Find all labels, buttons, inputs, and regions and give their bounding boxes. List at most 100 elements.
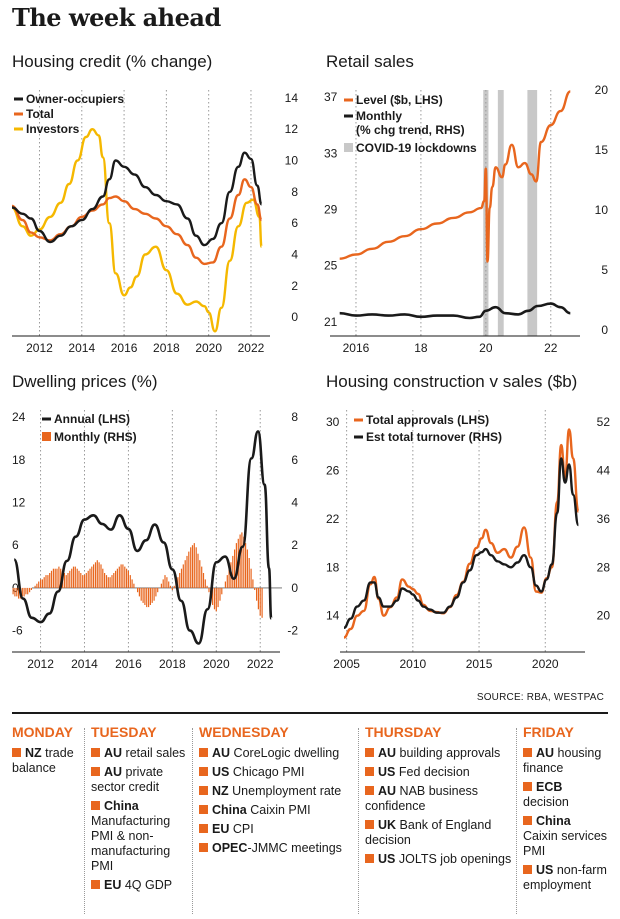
dwelling-monthly-bar — [54, 568, 56, 588]
schedule-event: AU retail sales — [91, 746, 191, 761]
retail-y-left-tick-label: 29 — [324, 202, 338, 216]
housing-x-tick-label: 2012 — [26, 341, 53, 355]
construction-legend-turnover: Est total turnover (RHS) — [366, 430, 502, 444]
construction-y-left-tick-label: 22 — [326, 512, 340, 526]
dwelling-y-right-tick-label: 2 — [291, 538, 298, 552]
schedule-day-thursday: THURSDAY AU building approvals US Fed de… — [365, 724, 515, 871]
retail-y-right-tick-label: 10 — [595, 203, 609, 217]
dwelling-y-right-tick-label: 8 — [291, 410, 298, 424]
construction-y-left-tick-label: 18 — [326, 560, 340, 574]
dwelling-monthly-bar — [235, 543, 237, 588]
charts-canvas: 2012 2014 2016 2018 2020 202202468101214Owner… — [11, 83, 611, 671]
schedule-day-wednesday: WEDNESDAY AU CoreLogic dwelling US Chica… — [199, 724, 359, 860]
schedule-event: China Manufacturing PMI & non-manufactur… — [91, 799, 171, 873]
housing-legend-investors: Investors — [26, 122, 80, 136]
construction-y-left-tick-label: 30 — [326, 415, 340, 429]
dwelling-monthly-bar — [252, 579, 254, 588]
dwelling-monthly-bar — [151, 587, 153, 603]
dwelling-monthly-bar — [129, 575, 131, 588]
dwelling-monthly-bar — [76, 568, 78, 588]
construction-x-tick-label: 2005 — [333, 657, 360, 671]
dwelling-x-tick-label: 2018 — [159, 657, 186, 671]
dwelling-monthly-bar — [199, 560, 201, 588]
retail-series-level — [339, 90, 571, 263]
dwelling-monthly-bar — [133, 583, 135, 588]
housing-series-investors — [11, 127, 263, 333]
retail-legend-level: Level ($b, LHS) — [356, 93, 443, 107]
schedule-event: US JOLTS job openings — [365, 852, 515, 867]
dwelling-monthly-bar — [113, 573, 115, 588]
schedule-event: EU 4Q GDP — [91, 878, 191, 893]
housing-y-tick-label: 0 — [291, 310, 298, 324]
dwelling-monthly-bar — [169, 585, 172, 588]
dwelling-monthly-bar — [85, 573, 87, 588]
housing-y-tick-label: 6 — [291, 216, 298, 230]
day-name: TUESDAY — [91, 724, 157, 740]
retail-chart-title: Retail sales — [326, 52, 414, 71]
dwelling-monthly-bar — [71, 568, 73, 588]
dwelling-monthly-bar — [29, 587, 31, 593]
construction-y-right-tick-label: 44 — [597, 464, 611, 478]
dwelling-monthly-bar — [212, 587, 214, 605]
dwelling-monthly-bar — [208, 587, 210, 593]
dwelling-monthly-bar — [246, 549, 248, 588]
retail-y-right-tick-label: 0 — [601, 323, 608, 337]
construction-series-approvals — [343, 428, 580, 639]
dwelling-y-right-tick-label: 6 — [291, 453, 298, 467]
dwelling-monthly-bar — [195, 547, 197, 588]
dwelling-monthly-bar — [14, 587, 16, 597]
dwelling-monthly-bar — [104, 573, 106, 588]
construction-x-tick-label: 2015 — [466, 657, 493, 671]
dwelling-monthly-bar — [228, 568, 230, 588]
dwelling-monthly-bar — [180, 568, 183, 588]
housing-y-tick-label: 12 — [285, 122, 299, 136]
dwelling-legend-monthly: Monthly (RHS) — [54, 430, 137, 444]
dwelling-monthly-bar — [12, 587, 14, 595]
dwelling-monthly-bar — [82, 575, 84, 588]
dwelling-legend-monthly-swatch — [42, 432, 51, 441]
dwelling-monthly-bar — [126, 568, 128, 588]
dwelling-monthly-bar — [148, 587, 150, 608]
dwelling-monthly-bar — [146, 587, 148, 608]
bullet-square-icon — [91, 880, 100, 889]
dwelling-x-tick-label: 2012 — [27, 657, 54, 671]
dwelling-y-left-tick-label: 12 — [12, 496, 26, 510]
dwelling-monthly-bar — [111, 575, 113, 588]
dwelling-monthly-bar — [47, 575, 49, 588]
bullet-square-icon — [365, 767, 374, 776]
schedule-event: ECB decision — [523, 780, 569, 809]
dwelling-monthly-bar — [124, 566, 126, 588]
dwelling-monthly-bar — [215, 587, 217, 612]
dwelling-monthly-bar — [38, 581, 40, 588]
dwelling-monthly-bar — [131, 579, 133, 588]
housing-y-tick-label: 2 — [291, 279, 298, 293]
construction-x-tick-label: 2010 — [399, 657, 426, 671]
dwelling-monthly-bar — [49, 573, 51, 588]
dwelling-monthly-bar — [100, 564, 102, 588]
dwelling-monthly-bar — [239, 534, 241, 588]
dwelling-monthly-bar — [202, 573, 205, 588]
construction-chart-title: Housing construction v sales ($b) — [326, 372, 578, 391]
dwelling-monthly-bar — [171, 587, 173, 590]
dwelling-monthly-bar — [115, 570, 117, 588]
dwelling-monthly-bar — [197, 553, 199, 588]
housing-x-tick-label: 2020 — [195, 341, 222, 355]
schedule-event: US non-farm employment — [523, 863, 607, 892]
dwelling-x-tick-label: 2022 — [247, 657, 274, 671]
retail-legend-lockdowns-swatch — [344, 143, 353, 152]
dwelling-monthly-bar — [191, 545, 194, 588]
housing-y-tick-label: 4 — [291, 248, 298, 262]
dwelling-series-annual — [12, 430, 273, 645]
dwelling-monthly-bar — [201, 566, 203, 588]
dwelling-monthly-bar — [43, 577, 45, 588]
bullet-square-icon — [523, 782, 532, 791]
construction-y-left-tick-label: 14 — [326, 609, 340, 623]
schedule-event: OPEC-JMMC meetings — [199, 841, 359, 856]
dwelling-monthly-bar — [157, 587, 159, 593]
schedule-event: US Chicago PMI — [199, 765, 359, 780]
dwelling-monthly-bar — [160, 583, 162, 588]
construction-y-right-tick-label: 36 — [597, 512, 611, 526]
dwelling-monthly-bar — [98, 562, 100, 588]
dwelling-monthly-bar — [67, 573, 69, 588]
dwelling-monthly-bar — [27, 587, 29, 595]
